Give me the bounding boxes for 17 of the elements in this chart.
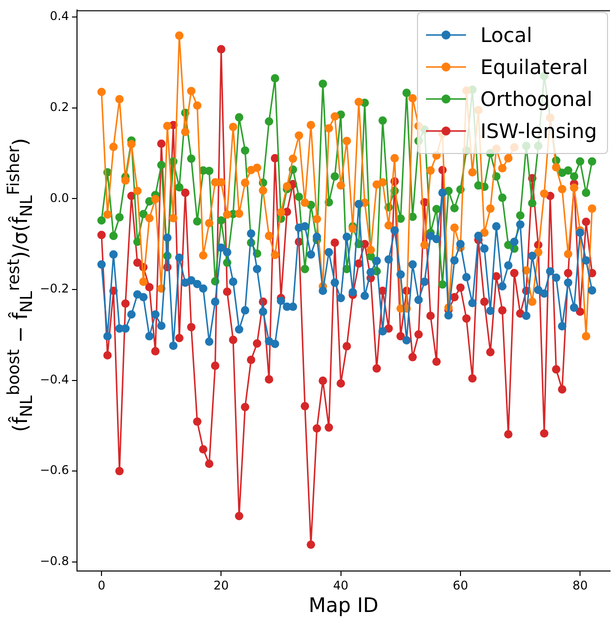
legend-label: Equilateral <box>480 54 588 81</box>
x-tick-label: 60 <box>452 578 468 592</box>
y-tick-label: −0.6 <box>40 463 69 478</box>
y-tick-label: 0.2 <box>50 100 69 114</box>
x-axis-title: Map ID <box>308 593 378 618</box>
x-tick-label: 20 <box>214 578 229 592</box>
legend-label: Orthogonal <box>480 86 592 113</box>
y-tick-label: −0.8 <box>40 554 69 568</box>
y-tick-label: −0.2 <box>40 282 69 296</box>
legend-label: ISW-lensing <box>480 118 597 145</box>
x-tick-label: 0 <box>98 578 106 592</box>
y-tick-label: 0.0 <box>50 190 69 205</box>
y-tick-label: −0.4 <box>40 372 69 386</box>
legend-label: Local <box>480 22 532 49</box>
x-tick-label: 40 <box>333 578 348 592</box>
y-tick-label: 0.4 <box>50 9 69 24</box>
x-tick-label: 80 <box>572 578 588 592</box>
